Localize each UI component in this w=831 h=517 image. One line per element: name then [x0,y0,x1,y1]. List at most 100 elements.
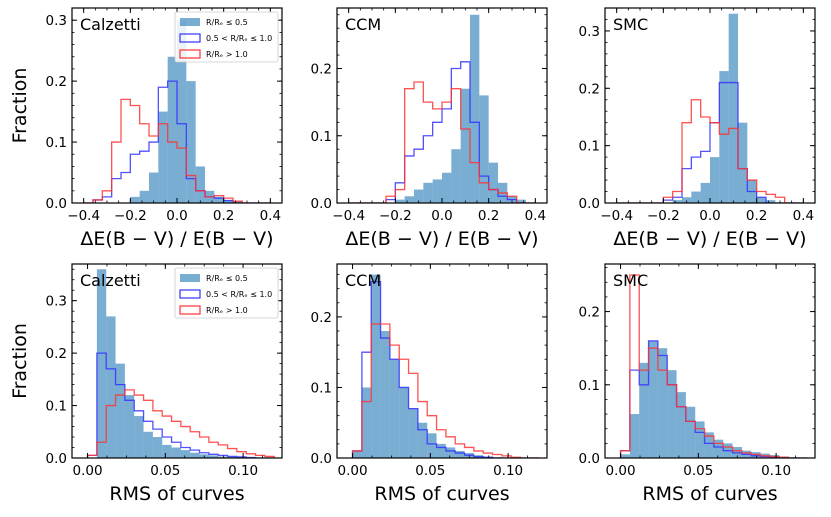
hist-bar [488,162,498,203]
hist-step-mid [348,61,536,203]
hist-bar [233,201,243,203]
hist-bar [639,362,649,458]
legend-swatch-step [179,49,201,59]
x-tick-label: 0.4 [260,208,281,224]
hist-bar [149,172,159,203]
hist-bar [404,196,414,203]
axes-frame [336,263,548,459]
hist-bar [738,122,748,203]
axes-frame [71,263,283,459]
y-tick-label: 0.1 [46,399,67,415]
x-tick-label: 0.0 [699,208,720,224]
hist-bar [719,71,729,203]
hist-bar [470,14,480,203]
x-tick-label: 0.00 [606,463,636,479]
hist-bar [451,149,461,203]
hist-bar [214,196,224,203]
x-tick-label: 0.2 [746,208,767,224]
hist-bar [672,200,682,203]
hist-bar [685,406,696,458]
hist-bar [710,157,720,203]
legend-swatch-step [179,33,201,43]
hist-bar [691,191,701,203]
hist-bar [180,450,191,458]
hist-bar [455,450,465,458]
hist-step-mid [351,280,540,458]
x-tick-label: 0.00 [338,463,368,479]
hist-bar [629,414,640,458]
hist-step-outer [83,98,271,203]
y-tick-label: 0.1 [311,129,332,145]
hist-bar [380,331,390,458]
axes-frame [604,263,816,459]
y-tick-label: 0.0 [579,451,600,467]
x-tick-label: 0.2 [213,208,234,224]
hist-bar [218,456,228,458]
hist-step-outer [351,323,540,458]
hist-bar [96,269,107,458]
panel-title: SMC [613,15,648,34]
x-tick-label: 0.05 [683,463,713,479]
y-tick-label: 0.0 [579,196,600,212]
panel-0-2: −0.4 −0.2 0.0 0.2 0.4 0.0 0.1 0.2 0.3 SMC ΔE(B − V… [579,7,816,250]
hist-bar [460,88,470,203]
hist-bar [171,447,181,458]
hist-bar [190,452,200,458]
x-tick-label: 0.2 [478,208,499,224]
panel-0-0: −0.4 −0.2 0.0 0.2 0.4 0.0 0.1 0.2 0.3 Calzetti ΔE(… [9,7,283,250]
x-axis-label: RMS of curves [109,483,244,505]
x-tick-label: −0.4 [332,208,365,224]
x-axis-label: ΔE(B − V) / E(B − V) [345,228,538,250]
hist-bar [620,454,630,458]
hist-bar [162,444,172,458]
hist-bar [352,450,362,458]
y-axis-label: Fraction [9,323,31,399]
hist-bar [479,95,489,203]
hist-bar [115,363,125,458]
y-tick-label: 0.0 [46,451,67,467]
panel-title: Calzetti [80,15,141,34]
y-tick-label: 0.3 [46,294,67,310]
legend-label: R/Rₑ ≤ 0.5 [206,18,248,27]
hist-bar [134,416,144,458]
hist-bar [143,431,153,458]
x-tick-label: 0.05 [415,463,445,479]
y-tick-label: 0.3 [46,13,67,29]
hist-bar [427,433,437,458]
legend: R/Rₑ ≤ 0.5 0.5 < R/Rₑ ≤ 1.0 R/Rₑ > 1.0 [174,11,279,63]
x-tick-label: 0.10 [228,463,258,479]
hist-bar [657,348,668,458]
x-tick-label: 0.4 [525,208,546,224]
x-tick-label: −0.2 [647,208,680,224]
hist-bar [713,439,724,458]
hist-bar [676,392,686,458]
y-axis-label: Fraction [9,68,31,144]
hist-bar [667,370,677,458]
panel-1-2: 0.00 0.05 0.10 0.0 0.1 0.2 SMC RMS of curves [579,263,816,505]
hist-bar [139,190,149,203]
y-tick-label: 0.2 [46,74,67,90]
x-tick-label: −0.4 [600,208,633,224]
y-tick-label: 0.1 [579,378,600,394]
panel-title: CCM [345,15,381,34]
x-tick-label: 0.05 [150,463,180,479]
x-tick-label: 0.10 [493,463,523,479]
y-tick-label: 0.2 [579,305,600,321]
hist-bar [442,172,452,203]
panel-title: Calzetti [80,271,141,290]
hist-bar [124,395,135,458]
legend-label: R/Rₑ ≤ 0.5 [206,274,248,283]
y-tick-label: 0.1 [46,135,67,151]
hist-bar [177,20,187,203]
x-axis-label: RMS of curves [642,483,777,505]
x-axis-label: ΔE(B − V) / E(B − V) [80,228,273,250]
hist-bar [432,179,442,203]
legend-label: 0.5 < R/Rₑ ≤ 1.0 [206,290,272,299]
y-tick-label: 0.2 [46,346,67,362]
hist-bar [408,408,418,458]
y-tick-label: 0.0 [46,196,67,212]
panel-1-1: 0.00 0.05 0.10 0.0 0.1 0.2 CCM RMS of curves [311,263,548,505]
hist-bar [371,274,381,458]
hist-bar [208,455,219,458]
